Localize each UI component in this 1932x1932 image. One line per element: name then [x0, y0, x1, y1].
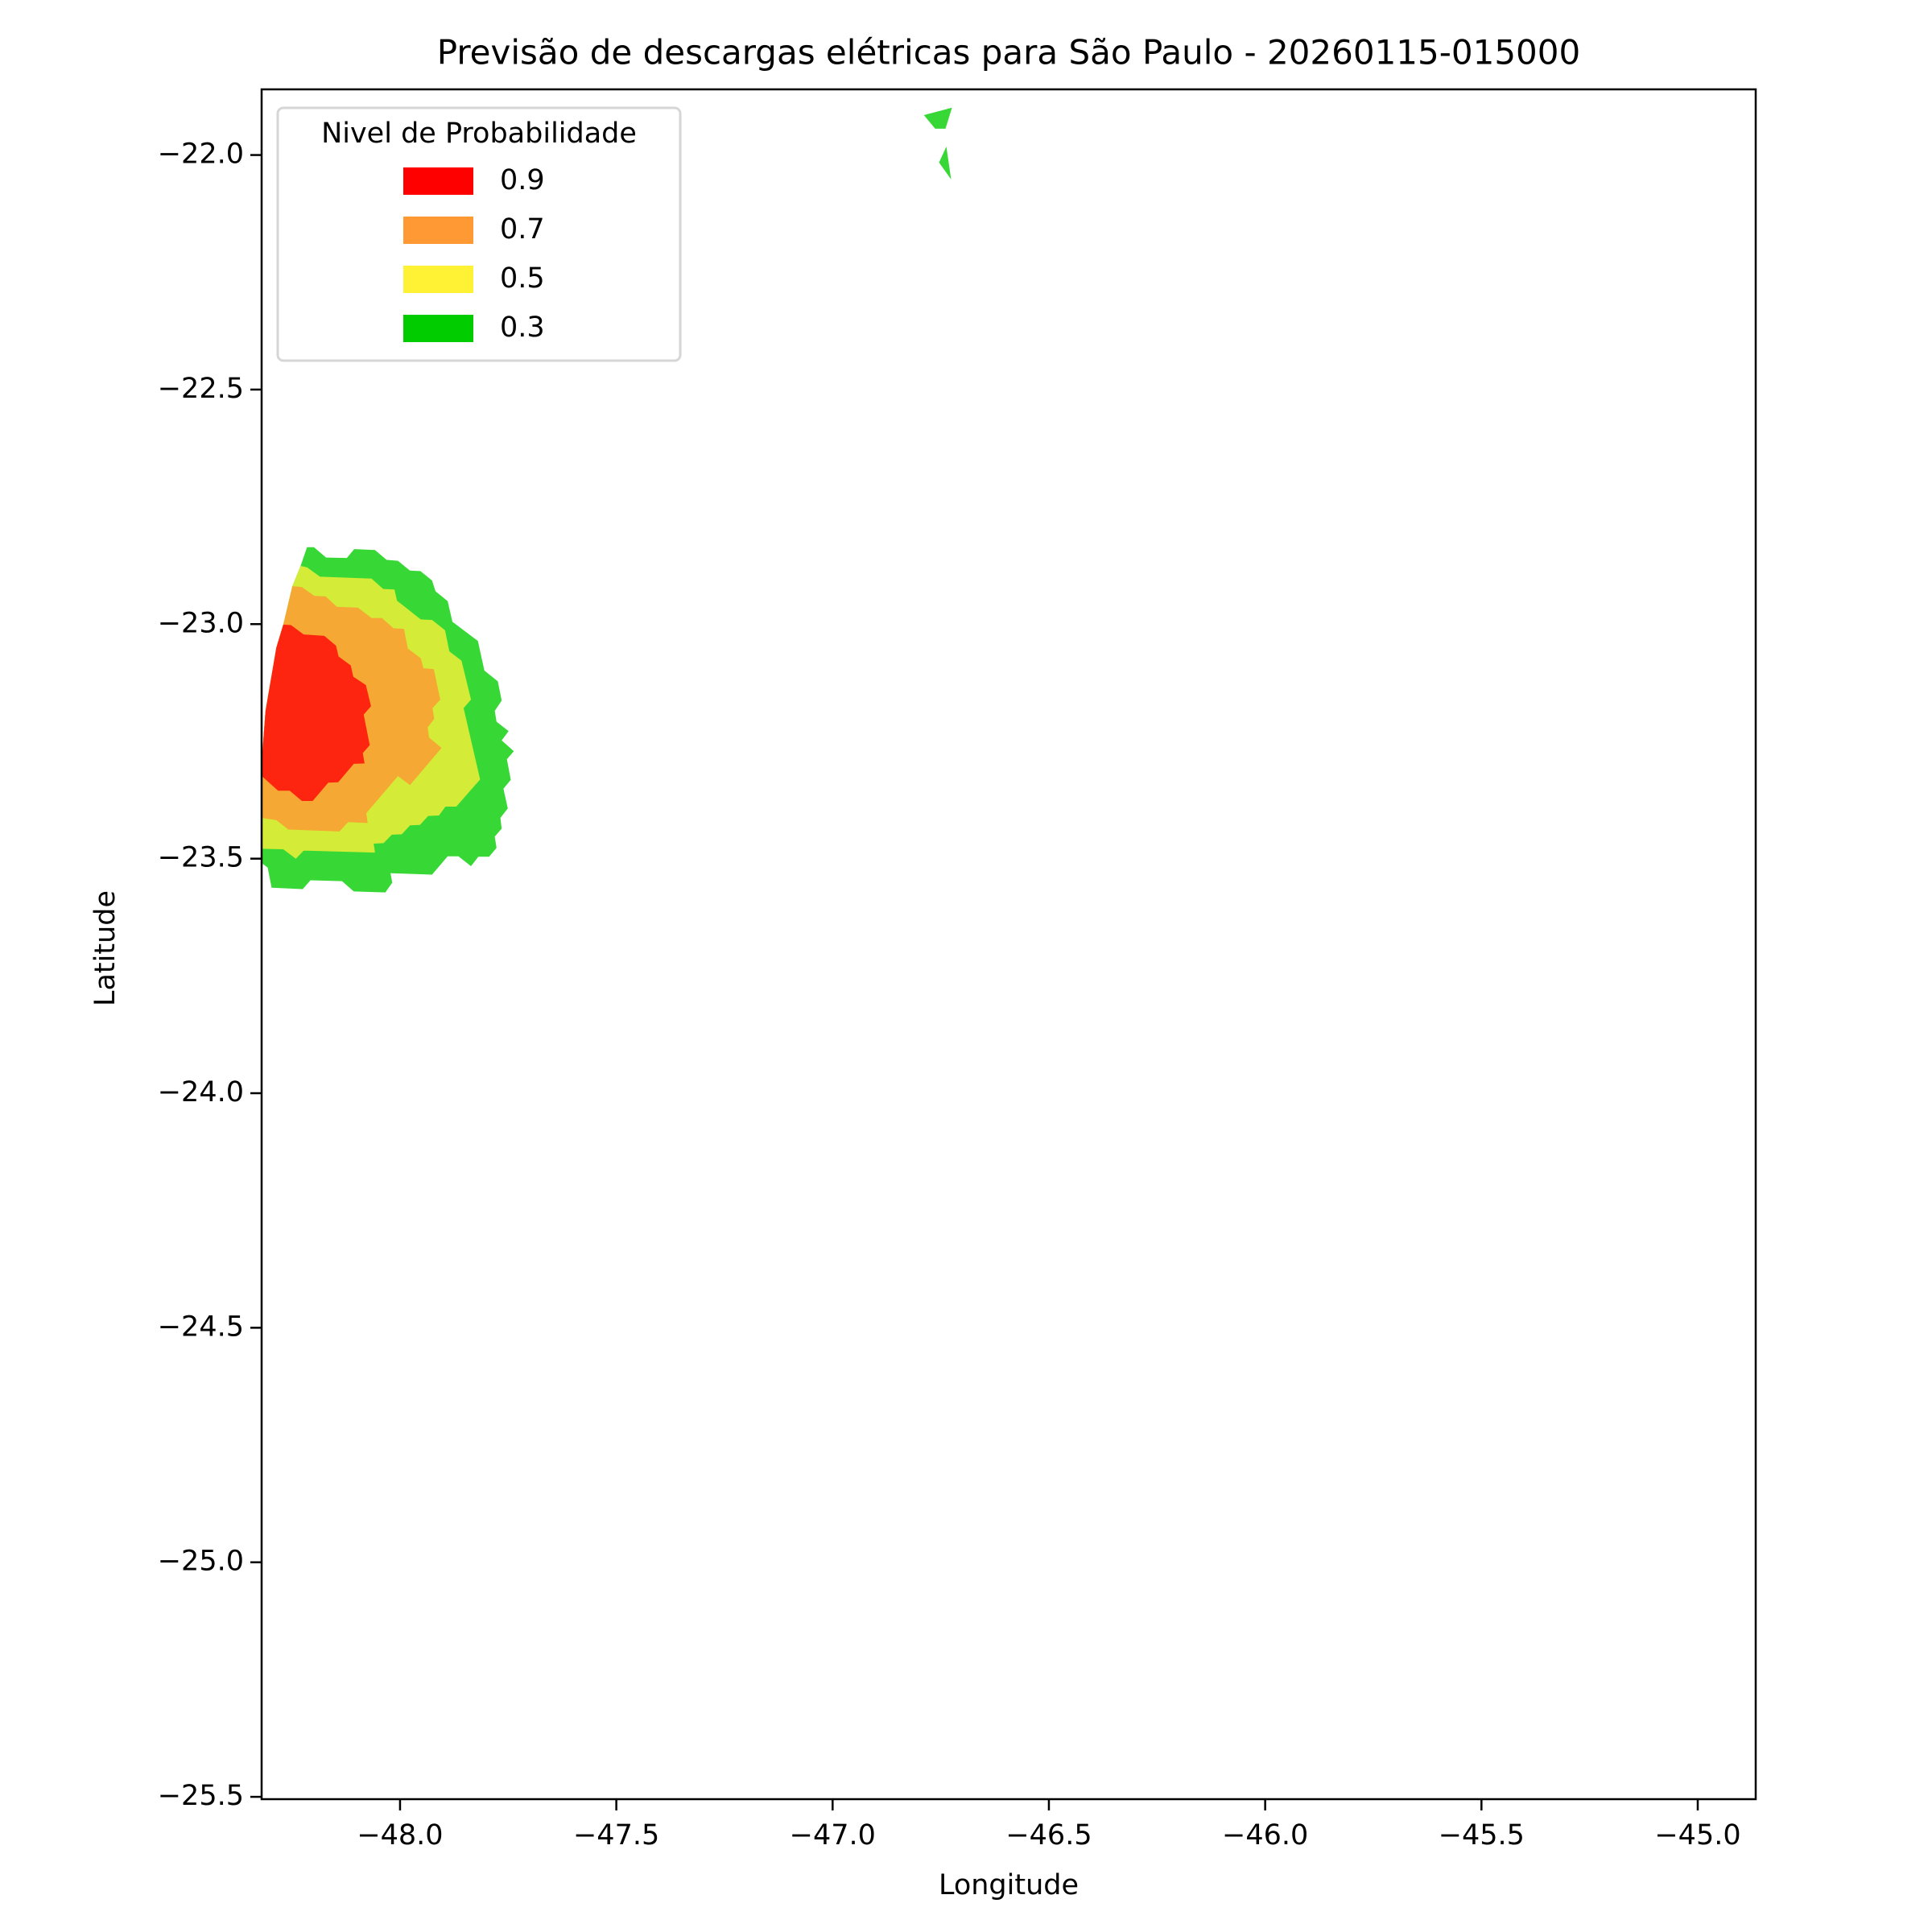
y-tick-label: −24.5 [158, 1311, 244, 1343]
y-axis-label: Latitude [89, 890, 122, 1006]
contour-level-0-3-region-2 [939, 147, 952, 180]
chart-title: Previsão de descargas elétricas para São… [437, 33, 1580, 72]
plot-frame [260, 88, 1757, 1801]
legend-label: 0.5 [500, 262, 545, 295]
legend-swatch [403, 167, 473, 195]
legend-title: Nivel de Probabilidade [321, 118, 637, 150]
legend-label: 0.3 [500, 312, 545, 344]
contour-layer [262, 107, 952, 893]
x-tick-label: −47.5 [573, 1819, 659, 1852]
x-axis-label: Longitude [939, 1869, 1079, 1901]
y-tick-label: −24.0 [158, 1076, 244, 1108]
legend-swatch [403, 266, 473, 293]
y-tick-label: −22.5 [158, 373, 244, 405]
y-tick-label: −22.0 [158, 138, 244, 171]
contour-level-0-9-region-0 [262, 624, 371, 801]
x-tick-label: −46.5 [1005, 1819, 1092, 1852]
legend-swatch [403, 315, 473, 342]
legend-label: 0.9 [500, 164, 545, 196]
y-axis: −22.0 −22.5 −23.0 −23.5 −24.0 −24.5 −25.0 −25.5 [158, 138, 262, 1812]
x-tick-label: −47.0 [790, 1819, 876, 1852]
x-tick-label: −45.0 [1654, 1819, 1740, 1852]
x-axis: −48.0 −47.5 −47.0 −46.5 −46.0 −45.5 −45.0 [357, 1799, 1741, 1852]
legend-box [276, 106, 682, 362]
y-tick-label: −25.5 [158, 1780, 244, 1812]
x-tick-label: −45.5 [1439, 1819, 1525, 1852]
x-tick-label: −46.0 [1222, 1819, 1308, 1852]
y-tick-label: −23.5 [158, 842, 244, 874]
y-tick-label: −25.0 [158, 1546, 244, 1578]
legend-swatch [403, 217, 473, 244]
legend-label: 0.7 [500, 213, 545, 246]
contour-level-0-3-region-1 [923, 107, 952, 129]
legend: Nivel de Probabilidade 0.9 0.7 0.5 0.3 [276, 106, 682, 362]
x-tick-label: −48.0 [357, 1819, 443, 1852]
y-tick-label: −23.0 [158, 607, 244, 639]
